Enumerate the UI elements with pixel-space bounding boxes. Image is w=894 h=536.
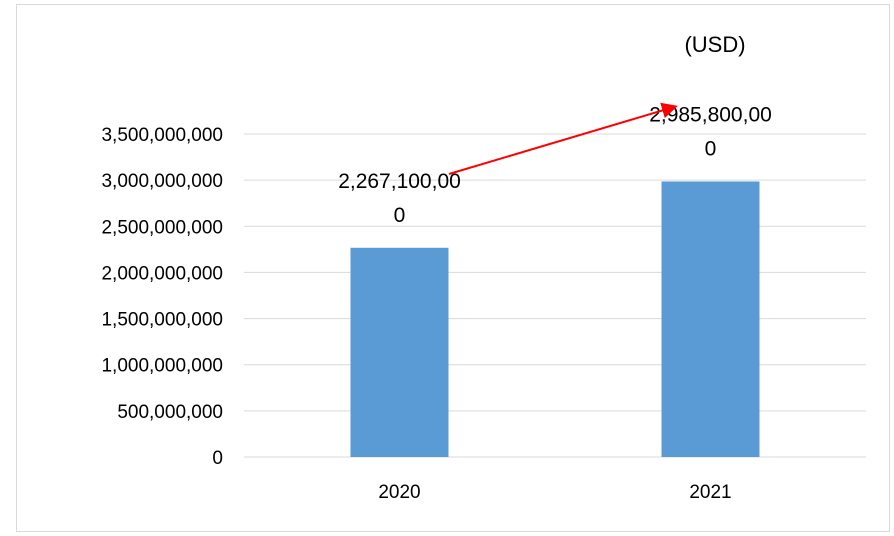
data-label-2020: 0 <box>394 204 406 227</box>
unit-label: (USD) <box>684 32 745 57</box>
y-tick-label: 3,000,000,000 <box>101 171 223 192</box>
data-label-2020: 2,267,100,00 <box>338 170 461 193</box>
x-tick-label: 2020 <box>378 482 420 503</box>
y-tick-label: 2,000,000,000 <box>101 263 223 284</box>
bar-2020 <box>350 247 449 457</box>
data-label-2021: 2,985,800,00 <box>649 103 772 126</box>
x-tick-label: 2021 <box>689 482 731 503</box>
y-tick-label: 0 <box>212 448 223 469</box>
y-tick-label: 3,500,000,000 <box>101 125 223 146</box>
bar-2021 <box>661 181 760 457</box>
y-tick-label: 500,000,000 <box>117 402 223 423</box>
y-tick-label: 1,000,000,000 <box>101 356 223 377</box>
data-label-2021: 0 <box>705 137 717 160</box>
trend-arrow <box>448 102 678 175</box>
y-tick-label: 1,500,000,000 <box>101 310 223 331</box>
y-tick-label: 2,500,000,000 <box>101 217 223 238</box>
